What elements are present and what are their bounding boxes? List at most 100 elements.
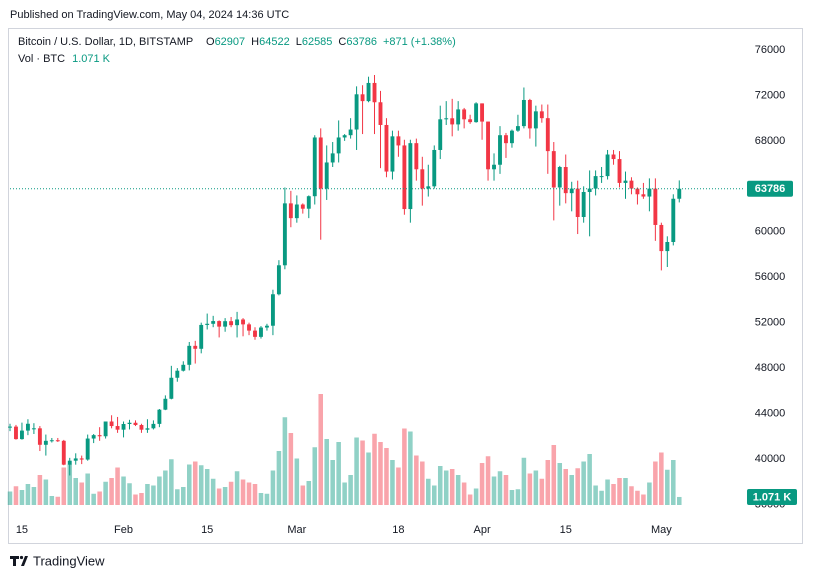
candle-body	[623, 180, 628, 183]
candle-body	[521, 99, 526, 127]
ohlc-value: 62585	[302, 36, 333, 48]
candle-body	[139, 425, 144, 430]
candle-body	[336, 137, 341, 154]
volume-bar	[587, 454, 592, 505]
volume-bar	[330, 460, 335, 505]
chart-frame	[8, 28, 803, 544]
volume-bar	[426, 478, 431, 505]
candle-body	[653, 188, 658, 225]
volume-bar	[390, 460, 395, 505]
candle-body	[593, 176, 598, 189]
candle-body	[175, 370, 180, 378]
candle-body	[545, 118, 550, 152]
volume-bar	[175, 489, 180, 505]
volume-badge	[747, 489, 797, 505]
candle-body	[282, 203, 287, 266]
candle-body	[510, 130, 514, 144]
volume-legend-value: 1.071 K	[72, 53, 111, 65]
x-tick-label: 18	[392, 524, 404, 536]
candle-body	[133, 422, 138, 426]
volume-bar	[641, 494, 646, 505]
volume-bar	[539, 478, 545, 505]
candle-body	[330, 153, 335, 163]
volume-bar	[449, 469, 455, 505]
candle-body	[671, 198, 676, 242]
volume-bar	[378, 442, 383, 505]
candle-body	[575, 188, 580, 218]
candle-body	[324, 162, 329, 189]
volume-bar	[497, 471, 503, 505]
candle-body	[438, 119, 443, 150]
candle-body	[342, 135, 347, 138]
candle-body	[677, 188, 682, 199]
candle-body	[79, 458, 84, 460]
volume-last-label: 1.071 K	[753, 491, 792, 503]
volume-bar	[216, 488, 222, 505]
candle-body	[157, 409, 162, 424]
candle-body	[426, 186, 431, 189]
volume-bar	[437, 466, 443, 505]
y-tick-label: 48000	[755, 362, 786, 374]
y-tick-label: 56000	[755, 271, 786, 283]
volume-bar	[186, 464, 192, 505]
volume-bar	[575, 468, 580, 505]
volume-bar	[396, 467, 401, 505]
volume-bar	[97, 491, 102, 505]
ohlc-value: 64522	[259, 36, 290, 48]
candle-body	[468, 119, 473, 123]
volume-bar	[479, 463, 485, 505]
volume-bar	[85, 473, 90, 505]
volume-bar	[372, 433, 377, 505]
candle-body	[474, 103, 479, 123]
candle-body	[605, 154, 610, 177]
x-tick-label: 15	[560, 524, 572, 536]
candle-body	[97, 435, 102, 437]
change-label: +871 (+1.38%)	[383, 36, 456, 48]
y-tick-label: 60000	[755, 226, 786, 238]
volume-bar	[312, 447, 318, 505]
volume-bar	[67, 464, 73, 505]
candle-body	[103, 421, 108, 437]
x-tick-label: Apr	[474, 524, 491, 536]
volume-bar	[360, 440, 365, 505]
volume-bar	[300, 485, 306, 505]
volume-bar	[127, 483, 132, 505]
volume-bar	[521, 457, 527, 505]
volume-bar	[605, 479, 610, 505]
volume-bar	[79, 482, 84, 505]
last-price-badge	[747, 180, 793, 197]
candle-body	[348, 129, 353, 136]
volume-bar	[139, 493, 144, 505]
volume-bar	[61, 467, 67, 505]
volume-bar	[635, 490, 640, 505]
candle-body	[121, 423, 126, 430]
candle-body	[73, 458, 78, 461]
y-tick-label: 40000	[755, 453, 786, 465]
volume-bar	[665, 469, 670, 505]
candle-body	[504, 135, 508, 144]
candle-body	[515, 126, 520, 131]
volume-bar	[264, 493, 270, 505]
candle-body	[617, 159, 622, 183]
candle-body	[569, 188, 574, 194]
candle-body	[61, 440, 66, 465]
candle-body	[151, 423, 156, 429]
candle-body	[31, 428, 36, 430]
volume-bar	[455, 475, 461, 505]
volume-bar	[91, 493, 96, 505]
volume-bar	[467, 494, 473, 505]
volume-bar	[354, 437, 359, 505]
volume-bar	[133, 494, 138, 505]
ohlc-prefix: C	[338, 36, 346, 48]
candle-body	[259, 327, 263, 337]
volume-bar	[55, 496, 61, 505]
volume-bar	[659, 452, 664, 505]
volume-title: Vol · BTC	[18, 53, 65, 65]
candle-body	[581, 192, 586, 218]
volume-bar	[551, 445, 557, 505]
y-tick-label: 44000	[755, 407, 786, 419]
candle-body	[270, 294, 275, 326]
candle-body	[85, 438, 90, 460]
candle-body	[193, 345, 198, 349]
volume-bar	[527, 473, 533, 505]
